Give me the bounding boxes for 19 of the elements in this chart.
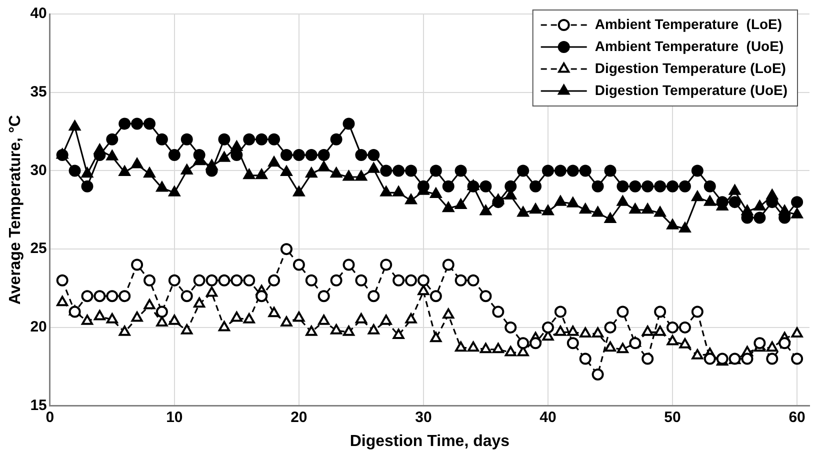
y-tick-label: 25 [30, 240, 47, 258]
legend-label: Ambient Temperature (LoE) [594, 16, 782, 32]
legend-label: Ambient Temperature (UoE) [594, 38, 784, 54]
legend-label: Digestion Temperature (UoE) [594, 82, 788, 98]
x-tick-label: 50 [664, 408, 681, 426]
x-tick-label: 30 [415, 408, 432, 426]
y-axis-title: Average Temperature, °C [7, 114, 24, 305]
y-tick-label: 40 [30, 5, 47, 22]
legend-label: Digestion Temperature (LoE) [594, 60, 786, 76]
y-tick-label: 20 [30, 318, 47, 336]
x-tick-label: 20 [290, 408, 308, 426]
y-tick-label: 30 [30, 162, 47, 179]
y-tick-label: 15 [30, 396, 47, 414]
x-tick-label: 10 [166, 408, 183, 426]
y-tick-label: 35 [30, 84, 47, 100]
x-tick-label: 60 [788, 408, 806, 426]
x-axis-title: Digestion Time, days [350, 432, 510, 450]
x-tick-label: 0 [46, 408, 54, 426]
x-tick-label: 40 [540, 408, 556, 426]
